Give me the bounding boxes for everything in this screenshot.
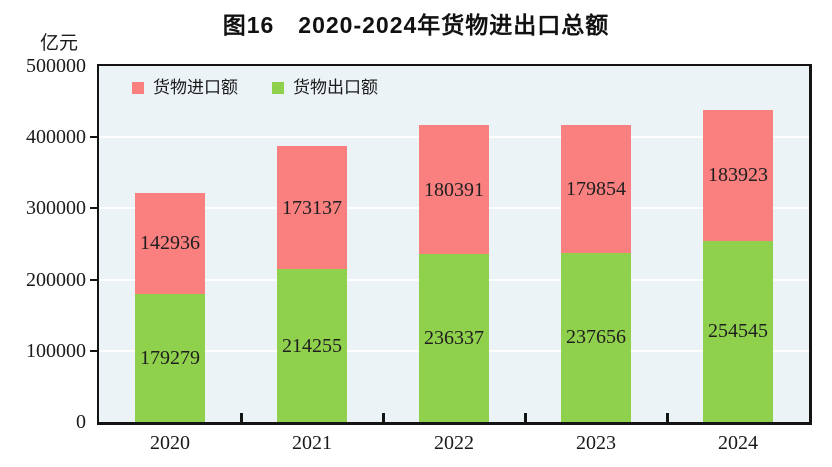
- y-tick-mark: [90, 349, 97, 352]
- x-tick-mark: [523, 413, 527, 422]
- y-tick-label: 300000: [26, 197, 86, 220]
- bar-value-label: 214255: [282, 334, 342, 357]
- legend-swatch: [132, 81, 144, 94]
- x-tick-mark: [665, 413, 669, 422]
- legend-item: 货物进口额: [132, 79, 238, 96]
- bar-segment-货物出口额-2022: [419, 253, 489, 422]
- bar-segment-货物进口额-2024: [703, 109, 773, 241]
- bar-segment-货物进口额-2022: [419, 125, 489, 254]
- legend-label: 货物出口额: [293, 78, 378, 97]
- x-tick-label: 2023: [576, 432, 616, 454]
- bar-segment-货物进口额-2021: [277, 146, 347, 270]
- bar-value-label: 237656: [566, 326, 626, 349]
- y-tick-label: 0: [76, 411, 86, 433]
- y-tick-label: 200000: [26, 268, 86, 291]
- bar-segment-货物进口额-2023: [561, 124, 631, 253]
- x-tick-mark: [239, 413, 243, 422]
- legend-label: 货物进口额: [153, 78, 238, 97]
- bar-value-label: 180391: [424, 178, 484, 201]
- x-tick-label: 2024: [718, 432, 758, 454]
- bar-segment-货物出口额-2020: [135, 294, 205, 422]
- bar-value-label: 142936: [140, 232, 200, 255]
- bar-value-label: 254545: [708, 320, 768, 343]
- bar-segment-货物进口额-2020: [135, 192, 205, 295]
- y-axis-unit-label: 亿元: [40, 33, 79, 54]
- bar-segment-货物出口额-2021: [277, 269, 347, 422]
- legend: 货物进口额 货物出口额: [132, 79, 378, 96]
- bar-segment-货物出口额-2023: [561, 252, 631, 422]
- x-tick-label: 2022: [434, 432, 474, 454]
- y-tick-mark: [90, 207, 97, 210]
- x-tick-label: 2020: [150, 432, 190, 454]
- chart-title: 图16 2020-2024年货物进出口总额: [222, 12, 610, 38]
- plot-area: 货物进口额 货物出口额 179279 142936 214255 173137 23633…: [97, 64, 812, 425]
- y-tick-label: 500000: [26, 55, 86, 77]
- y-tick-mark: [90, 278, 97, 281]
- y-tick-label: 100000: [26, 339, 86, 362]
- y-tick-label: 400000: [26, 126, 86, 149]
- bar-value-label: 236337: [424, 326, 484, 349]
- bar-segment-货物出口额-2024: [703, 240, 773, 422]
- legend-swatch: [272, 81, 284, 94]
- bar-value-label: 179854: [566, 177, 626, 200]
- bar-value-label: 179279: [140, 347, 200, 370]
- x-tick-label: 2021: [292, 432, 332, 454]
- bar-value-label: 183923: [708, 164, 768, 187]
- x-tick-mark: [381, 413, 385, 422]
- y-tick-mark: [90, 136, 97, 139]
- bar-value-label: 173137: [282, 196, 342, 219]
- legend-item: 货物出口额: [272, 79, 378, 96]
